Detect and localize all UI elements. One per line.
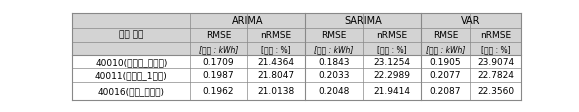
Text: 40010(신인천_전망대): 40010(신인천_전망대) (95, 57, 167, 66)
Text: nRMSE: nRMSE (480, 31, 511, 40)
Bar (190, 29, 521, 42)
Text: [단위 : kWh]: [단위 : kWh] (426, 44, 465, 53)
Text: 0.1987: 0.1987 (203, 71, 234, 80)
Text: nRMSE: nRMSE (376, 31, 408, 40)
Text: [단위 : %]: [단위 : %] (378, 44, 407, 53)
Text: 23.9074: 23.9074 (477, 57, 514, 66)
Bar (190, 42, 521, 55)
Text: SARIMA: SARIMA (344, 16, 382, 26)
Text: 22.7824: 22.7824 (477, 71, 514, 80)
Text: ARIMA: ARIMA (232, 16, 263, 26)
Text: 0.1905: 0.1905 (430, 57, 461, 66)
Bar (190, 13, 521, 29)
Text: [단위 : kWh]: [단위 : kWh] (199, 44, 238, 53)
Text: 22.3560: 22.3560 (477, 86, 514, 95)
Text: 21.9414: 21.9414 (373, 86, 411, 95)
Text: 23.1254: 23.1254 (373, 57, 411, 66)
Text: 0.2033: 0.2033 (318, 71, 350, 80)
Text: 0.1843: 0.1843 (318, 57, 350, 66)
Text: RMSE: RMSE (321, 31, 347, 40)
Text: RMSE: RMSE (433, 31, 458, 40)
Text: 0.2087: 0.2087 (430, 86, 461, 95)
Text: 0.1962: 0.1962 (203, 86, 234, 95)
Text: 22.2989: 22.2989 (373, 71, 411, 80)
Text: 0.1709: 0.1709 (203, 57, 234, 66)
Text: [단위 : kWh]: [단위 : kWh] (314, 44, 354, 53)
Text: 21.8047: 21.8047 (257, 71, 294, 80)
Text: RMSE: RMSE (206, 31, 231, 40)
Text: nRMSE: nRMSE (260, 31, 291, 40)
Text: 0.2077: 0.2077 (430, 71, 461, 80)
Text: 21.0138: 21.0138 (257, 86, 295, 95)
Text: 예측 지점: 예측 지점 (119, 30, 144, 39)
Text: [단위 : %]: [단위 : %] (261, 44, 291, 53)
Text: 21.4364: 21.4364 (257, 57, 294, 66)
Bar (72, 13, 190, 55)
Text: 40011(신인천_1단계): 40011(신인천_1단계) (95, 71, 168, 80)
Text: VAR: VAR (461, 16, 481, 26)
Text: 0.2048: 0.2048 (318, 86, 350, 95)
Text: 40016(인천_정수장): 40016(인천_정수장) (98, 86, 165, 95)
Text: [단위 : %]: [단위 : %] (481, 44, 510, 53)
